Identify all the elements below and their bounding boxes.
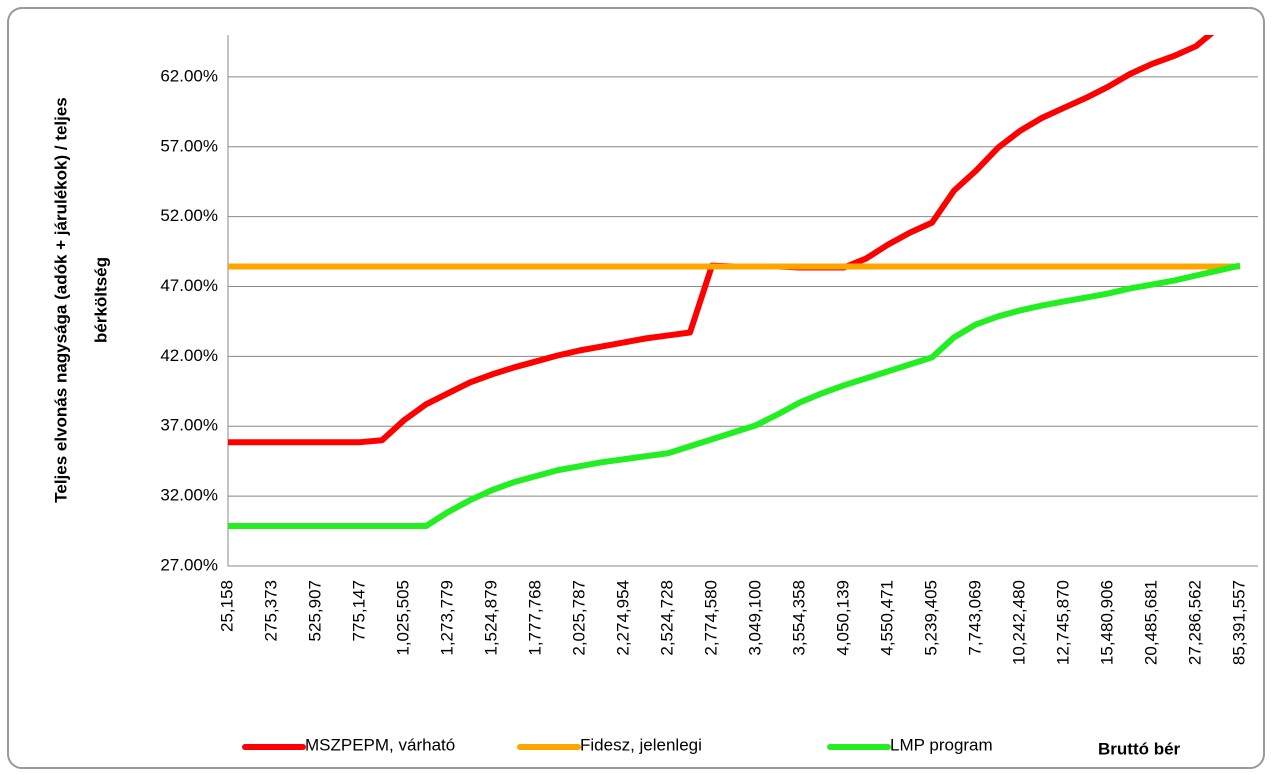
x-tick-label: 25,158 <box>217 580 236 632</box>
x-tick-label: 15,480,906 <box>1097 580 1116 665</box>
x-tick-label: 775,147 <box>349 580 368 641</box>
x-tick-label: 3,049,100 <box>745 580 764 656</box>
x-tick-label: 12,745,870 <box>1053 580 1072 665</box>
x-tick-label: 10,242,480 <box>1009 580 1028 665</box>
x-tick-label: 1,524,879 <box>481 580 500 656</box>
x-tick-label: 4,050,139 <box>833 580 852 656</box>
x-tick-label: 7,743,069 <box>965 580 984 656</box>
y-tick-label: 52.00% <box>160 206 218 225</box>
x-tick-label: 275,373 <box>261 580 280 641</box>
plot-area <box>228 35 1241 530</box>
series-line <box>228 262 1241 530</box>
y-axis-label: Teljes elvonás nagysága (adók + járuléko… <box>51 97 70 503</box>
x-tick-label: 2,774,580 <box>701 580 720 656</box>
legend-label: LMP program <box>890 735 993 754</box>
y-tick-label: 47.00% <box>160 276 218 295</box>
x-tick-label: 2,524,728 <box>657 580 676 656</box>
x-tick-label: 1,273,779 <box>437 580 456 656</box>
y-tick-label: 62.00% <box>160 66 218 85</box>
y-tick-label: 57.00% <box>160 136 218 155</box>
x-tick-label: 20,485,681 <box>1141 580 1160 665</box>
x-tick-label: 2,025,787 <box>569 580 588 656</box>
legend-label: Fidesz, jelenlegi <box>580 735 702 754</box>
x-tick-label: 5,239,405 <box>921 580 940 656</box>
x-tick-label: 1,777,768 <box>525 580 544 656</box>
x-tick-label: 2,274,954 <box>613 580 632 656</box>
x-tick-label: 3,554,358 <box>789 580 808 656</box>
y-tick-label: 32.00% <box>160 486 218 505</box>
x-tick-label: 525,907 <box>305 580 324 641</box>
x-tick-label: 1,025,505 <box>393 580 412 656</box>
chart-frame <box>7 7 1265 769</box>
y-tick-label: 27.00% <box>160 555 218 574</box>
x-tick-label: 85,391,557 <box>1229 580 1248 665</box>
y-tick-label: 37.00% <box>160 416 218 435</box>
y-tick-label: 42.00% <box>160 346 218 365</box>
legend-label: MSZPEPM, várható <box>305 735 455 754</box>
x-axis-label: Bruttó bér <box>1098 739 1181 758</box>
y-axis-label: bérköltség <box>91 257 110 343</box>
x-tick-label: 27,286,562 <box>1185 580 1204 665</box>
x-tick-label: 4,550,471 <box>877 580 896 656</box>
